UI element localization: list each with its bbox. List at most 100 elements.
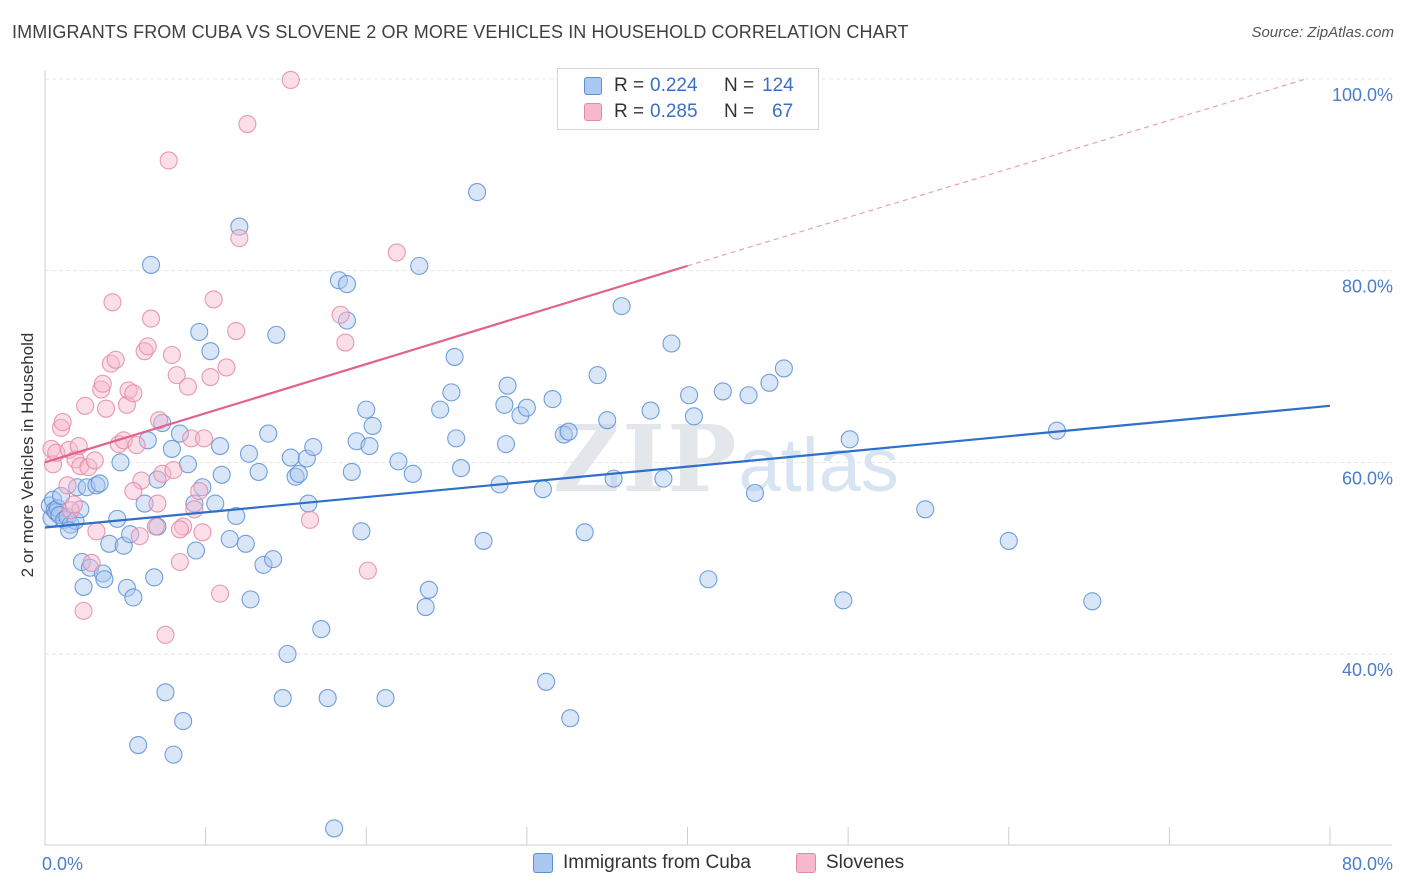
cuba-point <box>254 555 273 574</box>
cuba-point <box>468 183 487 202</box>
cuba-point <box>357 400 376 419</box>
series-swatch-slovenes <box>796 853 816 873</box>
cuba-point <box>297 449 316 468</box>
cuba-point <box>220 529 239 549</box>
cuba-point <box>148 470 167 489</box>
cuba-point <box>141 255 161 274</box>
slovenes-point <box>204 290 223 309</box>
cuba-point <box>278 644 297 664</box>
slovenes-point <box>217 358 236 377</box>
cuba-point <box>376 689 395 708</box>
series-name-cuba: Immigrants from Cuba <box>563 852 751 873</box>
cuba-point <box>312 620 331 639</box>
slovenes-point <box>153 464 172 483</box>
cuba-point <box>498 376 517 395</box>
cuba-point <box>325 819 344 838</box>
slovenes-point <box>194 429 214 448</box>
slovenes-point <box>138 337 157 356</box>
slovenes-point <box>201 367 220 387</box>
cuba-point <box>916 500 935 519</box>
slovenes-point <box>64 495 83 514</box>
cuba-point <box>190 322 209 342</box>
slovenes-point <box>170 520 189 539</box>
slovenes-point <box>185 500 204 519</box>
legend-r-value: 0.285 <box>650 101 698 122</box>
cuba-point <box>273 689 292 708</box>
cuba-point <box>337 275 357 294</box>
legend-r-value: 0.224 <box>650 75 698 96</box>
x-tick-label: 0.0% <box>42 854 83 874</box>
slovenes-point <box>211 584 230 603</box>
cuba-point <box>129 735 148 755</box>
cuba-point <box>156 683 175 702</box>
slovenes-point <box>164 460 183 480</box>
slovenes-point <box>156 625 175 644</box>
cuba-point <box>684 407 703 426</box>
cuba-point <box>352 522 371 541</box>
y-tick-label: 100.0% <box>1332 85 1393 105</box>
cuba-point <box>227 506 246 526</box>
slovenes-point <box>87 522 106 541</box>
cuba-point <box>74 577 93 596</box>
slovenes-point <box>93 374 112 393</box>
cuba-point <box>495 395 514 414</box>
cuba-point <box>442 383 461 402</box>
cuba-point <box>554 425 573 444</box>
cuba-point <box>264 550 283 569</box>
slovenes-point <box>170 552 189 572</box>
cuba-point <box>431 400 450 419</box>
cuba-point <box>212 465 231 484</box>
cuba-point <box>511 406 530 425</box>
slovenes-point <box>43 455 63 474</box>
slovenes-point <box>106 350 125 369</box>
slovenes-point <box>238 114 257 134</box>
chart-title: IMMIGRANTS FROM CUBA VS SLOVENE 2 OR MOR… <box>12 22 909 42</box>
legend-n-value: 67 <box>772 101 794 122</box>
cuba-point <box>641 401 660 420</box>
cuba-point <box>588 366 607 385</box>
cuba-point <box>834 591 853 610</box>
cuba-point <box>680 386 699 405</box>
cuba-point <box>537 672 556 691</box>
cuba-point <box>52 486 71 505</box>
cuba-point <box>561 709 580 728</box>
cuba-point <box>474 531 493 550</box>
slovenes-point <box>190 482 209 501</box>
cuba-point <box>612 297 631 316</box>
cuba-point <box>239 444 259 463</box>
cuba-point <box>236 534 255 553</box>
slovenes-point <box>74 601 93 620</box>
cuba-point <box>403 464 422 483</box>
slovenes-point <box>159 151 178 170</box>
series-swatch-cuba <box>533 853 553 873</box>
watermark: ZIPatlas <box>553 405 899 513</box>
cuba-point <box>840 430 859 449</box>
watermark-atlas: atlas <box>738 423 899 508</box>
legend-r-label: R = <box>614 75 645 96</box>
slovenes-point <box>358 561 377 580</box>
slovenes-point <box>124 482 143 501</box>
slovenes-point <box>182 429 201 448</box>
legend-n-value: 124 <box>762 75 794 96</box>
cuba-point <box>114 536 133 555</box>
slovenes-point <box>79 458 98 477</box>
slovenes-point <box>141 309 161 328</box>
cuba-point <box>699 570 718 589</box>
cuba-trend-line <box>44 404 1331 529</box>
slovenes-point <box>300 510 320 529</box>
slovenes-point <box>178 377 198 396</box>
slovenes-point <box>76 396 95 415</box>
x-tick-label: 80.0% <box>1342 854 1393 874</box>
slovenes-point <box>85 451 104 470</box>
cuba-point <box>87 476 106 495</box>
slovenes-point <box>174 517 193 536</box>
slovenes-trend-line <box>44 264 688 464</box>
y-tick-label: 60.0% <box>1342 468 1393 488</box>
slovenes-point <box>117 395 136 414</box>
slovenes-point <box>162 345 181 365</box>
cuba-point <box>559 422 578 441</box>
cuba-point <box>135 494 154 513</box>
cuba-point <box>999 531 1018 550</box>
cuba-point <box>286 467 305 486</box>
y-tick-label: 40.0% <box>1342 660 1393 680</box>
